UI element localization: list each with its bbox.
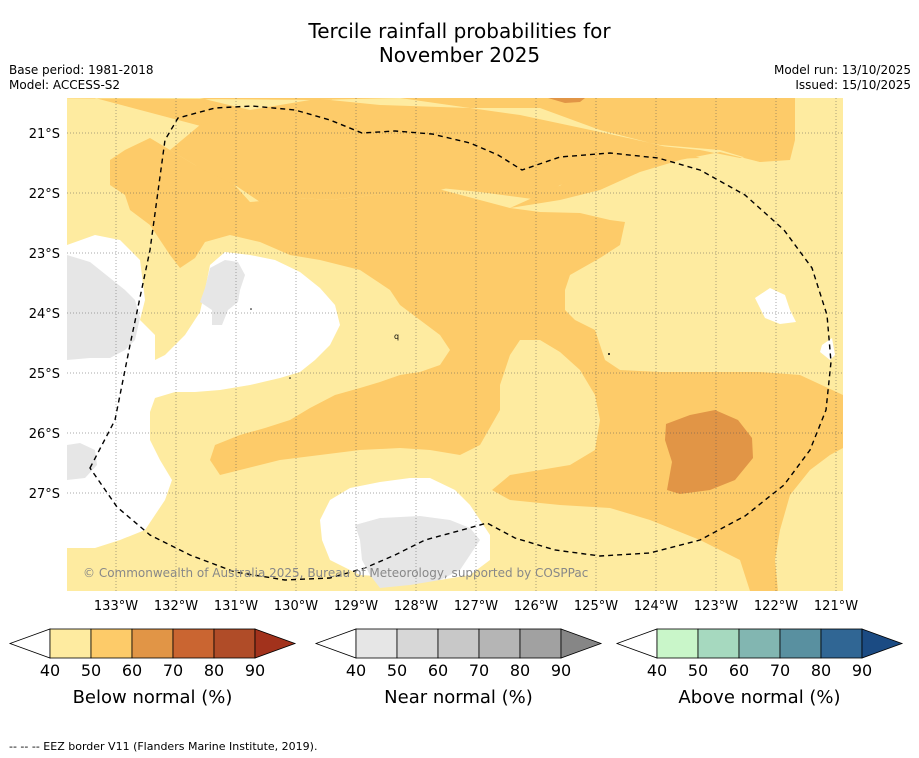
colorbar-tick-label: 90 xyxy=(852,661,872,680)
colorbar-tick-label: 60 xyxy=(729,661,749,680)
colorbar-tick-label: 50 xyxy=(387,661,407,680)
island-dot xyxy=(250,308,252,310)
colorbar-segment xyxy=(519,628,562,659)
colorbar-tick-label: 90 xyxy=(245,661,265,680)
colorbar-tick-label: 40 xyxy=(346,661,366,680)
colorbar-tick-label: 90 xyxy=(551,661,571,680)
colorbar-segment xyxy=(697,628,740,659)
colorbar-title: Near normal (%) xyxy=(384,687,533,708)
lon-label: 126°W xyxy=(514,599,558,614)
colorbar-tick-label: 40 xyxy=(40,661,60,680)
colorbar-tick-label: 70 xyxy=(469,661,489,680)
meta-right: Model run: 13/10/2025 Issued: 15/10/2025 xyxy=(774,63,911,93)
colorbar-segment xyxy=(437,628,480,659)
colorbar-segment xyxy=(779,628,822,659)
lon-label: 122°W xyxy=(754,599,798,614)
near-normal-patch-southwest xyxy=(67,443,97,480)
colorbar-tick-label: 60 xyxy=(428,661,448,680)
colorbar-tick-label: 50 xyxy=(81,661,101,680)
colorbar-tick-label: 70 xyxy=(163,661,183,680)
colorbar-segment xyxy=(396,628,439,659)
issued-date: Issued: 15/10/2025 xyxy=(795,78,911,92)
model-run: Model run: 13/10/2025 xyxy=(773,63,911,77)
below-60-east-band xyxy=(510,98,795,208)
colorbar-extend-high xyxy=(560,628,603,659)
colorbar-title: Below normal (%) xyxy=(73,687,233,708)
lon-label: 124°W xyxy=(634,599,678,614)
legend-below-normal: 40 50 60 70 80 90 Below normal (%) xyxy=(8,628,297,708)
lat-label: 24°S xyxy=(29,307,60,322)
white-area-east xyxy=(755,288,796,324)
meta-left: Base period: 1981-2018 Model: ACCESS-S2 xyxy=(9,63,154,93)
lat-label: 27°S xyxy=(29,487,60,502)
lon-label: 127°W xyxy=(454,599,498,614)
colorbar-segment xyxy=(90,628,133,659)
below-60-region xyxy=(67,98,843,591)
colorbar-title: Above normal (%) xyxy=(678,687,840,708)
lon-label: 123°W xyxy=(694,599,738,614)
colorbar-extend-low xyxy=(8,628,51,659)
lon-label: 129°W xyxy=(334,599,378,614)
colorbar-extend-low xyxy=(314,628,357,659)
lat-label: 25°S xyxy=(29,367,60,382)
lat-label: 26°S xyxy=(29,427,60,442)
colorbar-extend-high xyxy=(254,628,297,659)
colorbar-extend-high xyxy=(861,628,904,659)
island-dot xyxy=(608,353,610,355)
legend-near-normal: 40 50 60 70 80 90 Near normal (%) xyxy=(314,628,603,708)
lat-label: 21°S xyxy=(29,127,60,142)
colorbar-segment xyxy=(355,628,398,659)
legend-above-normal: 40 50 60 70 80 90 Above normal (%) xyxy=(615,628,904,708)
near-normal-patch-center xyxy=(200,260,245,325)
eez-border xyxy=(89,105,832,581)
copyright-notice: © Commonwealth of Australia 2025, Bureau… xyxy=(83,566,588,580)
lon-label: 121°W xyxy=(814,599,858,614)
near-normal-patch-west xyxy=(67,255,140,360)
colorbar-segment xyxy=(738,628,781,659)
lat-label: 23°S xyxy=(29,247,60,262)
colorbar-segment xyxy=(131,628,174,659)
colorbar-segment xyxy=(478,628,521,659)
white-area-east-edge xyxy=(820,338,835,360)
colorbar-segment xyxy=(172,628,215,659)
colorbar-tick-label: 80 xyxy=(510,661,530,680)
colorbar-extend-low xyxy=(615,628,658,659)
colorbar-segment xyxy=(213,628,256,659)
colorbar-tick-label: 70 xyxy=(770,661,790,680)
probability-map: q © Commonwealth of Australia 2025, Bure… xyxy=(67,98,843,591)
lon-label: 128°W xyxy=(394,599,438,614)
colorbar-tick-label: 80 xyxy=(811,661,831,680)
lon-label: 131°W xyxy=(214,599,258,614)
below-70-patch-north xyxy=(548,98,585,103)
longitude-labels: 133°W 132°W 131°W 130°W 129°W 128°W 127°… xyxy=(94,599,858,614)
lat-label: 22°S xyxy=(29,187,60,202)
below-70-patch-east xyxy=(665,410,753,494)
colorbar-tick-label: 50 xyxy=(688,661,708,680)
island-dot xyxy=(289,377,291,379)
model-name: Model: ACCESS-S2 xyxy=(9,78,121,92)
eez-footnote: -- -- -- EEZ border V11 (Flanders Marine… xyxy=(9,740,318,753)
lon-label: 130°W xyxy=(274,599,318,614)
lon-label: 125°W xyxy=(574,599,618,614)
colorbar-tick-label: 80 xyxy=(204,661,224,680)
lon-label: 133°W xyxy=(94,599,138,614)
colorbar-segment xyxy=(820,628,863,659)
colorbar-tick-label: 40 xyxy=(647,661,667,680)
colorbar-segment xyxy=(49,628,92,659)
stray-mark-q: q xyxy=(394,332,399,341)
base-period: Base period: 1981-2018 xyxy=(9,63,154,77)
chart-title: Tercile rainfall probabilities for Novem… xyxy=(308,19,611,67)
gridlines xyxy=(67,98,843,591)
colorbar-tick-label: 60 xyxy=(122,661,142,680)
lon-label: 132°W xyxy=(154,599,198,614)
colorbar-segment xyxy=(656,628,699,659)
latitude-labels: 21°S 22°S 23°S 24°S 25°S 26°S 27°S xyxy=(29,127,60,502)
